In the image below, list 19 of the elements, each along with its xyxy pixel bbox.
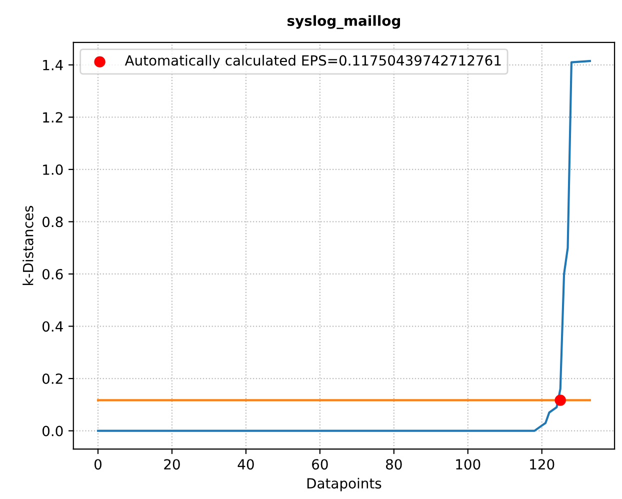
y-tick-label: 0.0 [42, 426, 63, 436]
x-tick-label: 80 [386, 459, 402, 470]
y-tick-label: 0.8 [42, 216, 63, 228]
x-tick-label: 60 [312, 459, 328, 470]
y-tick-label: 0.6 [42, 268, 63, 280]
y-tick-label: 1.2 [43, 112, 62, 122]
x-tick-label: 40 [238, 459, 254, 470]
legend-label: Automatically calculated EPS=0.11750439742712761 [124, 54, 501, 68]
x-tick-label: 100 [456, 459, 480, 470]
chart-title: syslog_maillog [287, 15, 400, 30]
y-tick-label: 1.0 [43, 164, 63, 175]
x-tick-label: 20 [164, 459, 180, 470]
y-tick-label: 0.2 [42, 374, 62, 384]
x-tick-label: 0 [94, 459, 102, 470]
x-axis-title: Datapoints [307, 478, 382, 492]
x-tick-label: 120 [530, 459, 554, 470]
y-tick-label: 0.4 [42, 321, 63, 332]
y-axis-title: k-Distances [22, 206, 34, 286]
y-tick-label: 1.4 [43, 60, 63, 70]
